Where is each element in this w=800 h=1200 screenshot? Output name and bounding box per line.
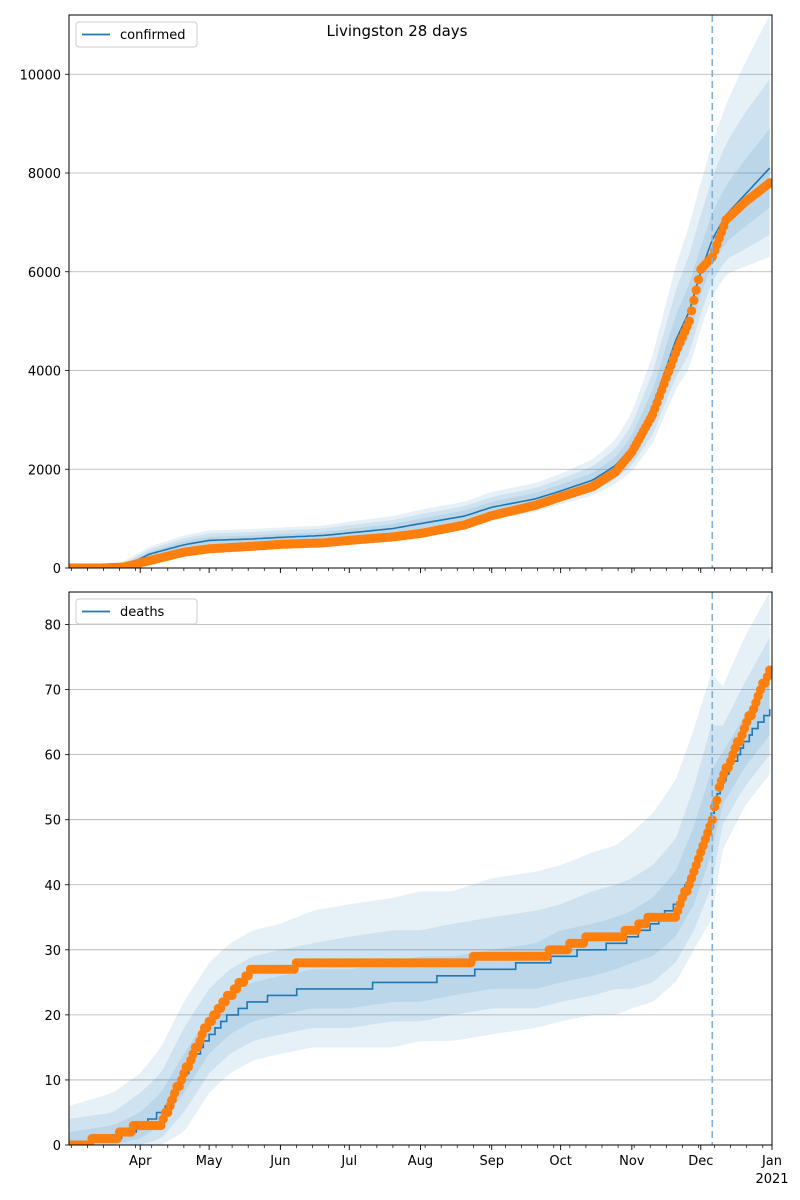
x-tick-label: Sep <box>479 1154 504 1169</box>
y-tick-label: 20 <box>44 1009 61 1024</box>
x-tick-label: May <box>196 1154 223 1169</box>
y-tick-label: 0 <box>53 1139 61 1154</box>
y-tick-label: 70 <box>44 684 61 699</box>
observed-point <box>765 665 772 675</box>
uncertainty-band <box>69 637 770 1145</box>
y-tick-label: 2000 <box>28 463 61 478</box>
x-tick-label: Jan <box>761 1154 782 1169</box>
y-tick-label: 10 <box>44 1074 61 1089</box>
y-tick-label: 50 <box>44 814 61 829</box>
axes-frame <box>68 14 773 569</box>
legend-label: deaths <box>120 605 165 620</box>
x-tick-label: Apr <box>129 1154 152 1169</box>
uncertainty-band <box>69 15 770 568</box>
y-tick-label: 30 <box>44 944 61 959</box>
plot-area <box>69 15 772 568</box>
legend: deaths <box>75 598 198 625</box>
y-tick-label: 0 <box>53 562 61 577</box>
observed-point <box>707 815 717 825</box>
y-tick-label: 40 <box>44 879 61 894</box>
chart-title: Livingston 28 days <box>326 22 467 40</box>
y-tick-label: 60 <box>44 749 61 764</box>
observed-point <box>765 178 772 188</box>
panel-deaths: 0 10 20 30 40 50 60 70 80 deaths <box>44 591 773 1154</box>
panel-confirmed: 0 2000 4000 6000 8000 10000 confirmed <box>20 14 773 577</box>
x-tick-label: Aug <box>408 1154 433 1169</box>
observed-point <box>712 795 722 805</box>
plot-area <box>69 592 772 1145</box>
y-tick-label: 4000 <box>28 365 61 380</box>
y-tick-label: 8000 <box>28 167 61 182</box>
y-tick-label: 10000 <box>20 68 61 83</box>
x-tick-label: Jul <box>340 1154 357 1169</box>
y-tick-label: 6000 <box>28 266 61 281</box>
legend-box <box>75 598 198 625</box>
x-tick-label: Oct <box>549 1154 571 1169</box>
observed-point <box>691 285 701 295</box>
legend-box <box>75 21 198 48</box>
observed-point <box>689 295 699 305</box>
legend: confirmed <box>75 21 198 48</box>
observed-point <box>687 306 697 316</box>
legend-label: confirmed <box>120 28 186 43</box>
x-tick-label: Nov <box>619 1154 645 1169</box>
observed-point <box>684 316 694 326</box>
x-year-label: 2021 <box>755 1172 788 1187</box>
y-tick-label: 80 <box>44 619 61 634</box>
observed-point <box>693 275 704 285</box>
uncertainty-band <box>69 592 770 1145</box>
x-tick-label: Jun <box>269 1154 290 1169</box>
x-tick-label: Dec <box>688 1154 713 1169</box>
